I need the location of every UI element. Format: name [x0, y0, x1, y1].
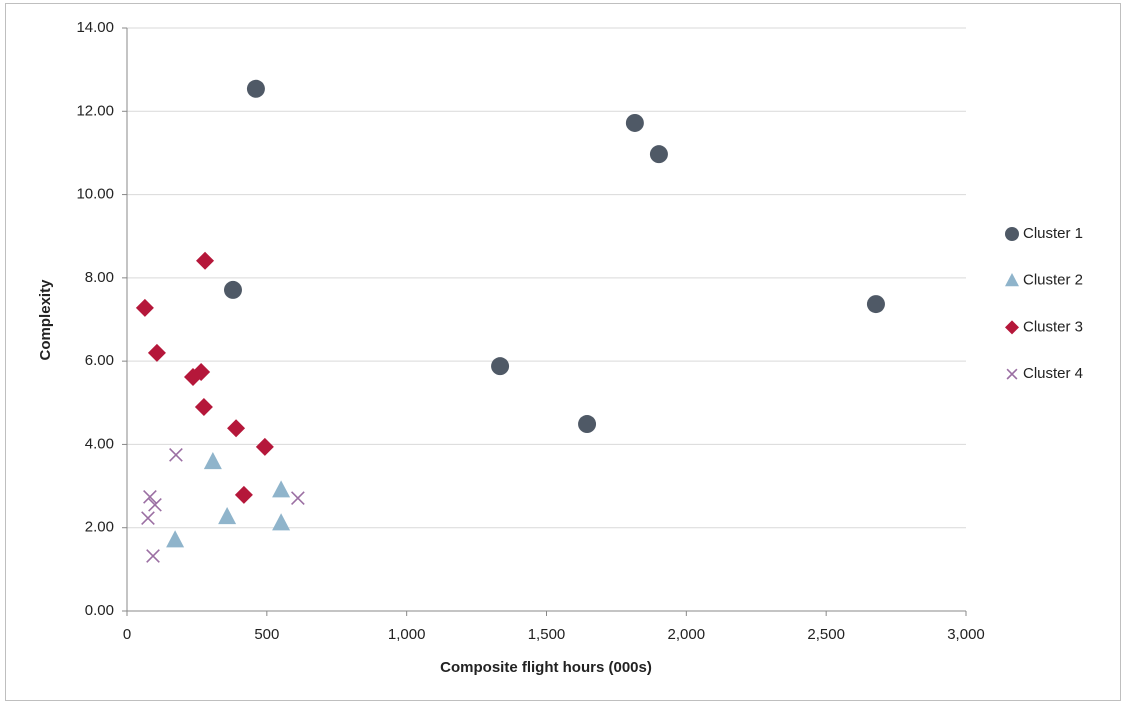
point: [147, 343, 166, 362]
point: [255, 437, 274, 456]
point: [223, 280, 242, 299]
legend-marker: [1005, 320, 1019, 335]
legend-marker: [1005, 227, 1019, 241]
point: [146, 549, 160, 563]
x-tick-label: 1,000: [388, 626, 426, 643]
legend-label: Cluster 1: [1023, 225, 1083, 242]
point: [578, 415, 597, 434]
x-axis-title: Composite flight hours (000s): [440, 659, 652, 676]
point: [649, 145, 668, 164]
y-axis-title: Complexity: [37, 279, 54, 361]
point: [625, 113, 644, 132]
y-tick-label: 14.00: [76, 19, 114, 36]
legend-marker: [1005, 273, 1019, 287]
y-tick-label: 10.00: [76, 186, 114, 203]
point: [234, 485, 253, 504]
point: [272, 513, 291, 531]
chart-border: [5, 3, 1121, 701]
y-tick-label: 6.00: [85, 352, 114, 369]
point: [203, 452, 222, 470]
point: [148, 497, 162, 512]
x-tick-label: 2,500: [807, 626, 845, 643]
x-tick-label: 500: [254, 626, 279, 643]
y-tick-label: 0.00: [85, 602, 114, 619]
point: [491, 357, 510, 376]
point: [227, 419, 246, 438]
legend-marker: [1006, 368, 1018, 380]
point: [194, 397, 213, 416]
x-tick-label: 1,500: [528, 626, 566, 643]
x-tick-label: 0: [123, 626, 131, 643]
point: [272, 480, 291, 498]
point: [866, 295, 885, 314]
point: [141, 511, 155, 526]
point: [192, 362, 211, 381]
legend-label: Cluster 4: [1023, 365, 1083, 382]
point: [166, 530, 185, 548]
point: [291, 491, 305, 506]
point: [246, 79, 265, 98]
point: [196, 251, 215, 270]
point: [218, 506, 237, 525]
legend-label: Cluster 3: [1023, 318, 1083, 335]
x-tick-label: 2,000: [668, 626, 706, 643]
point: [169, 447, 183, 462]
point: [143, 490, 157, 504]
legend-label: Cluster 2: [1023, 272, 1083, 289]
y-tick-label: 4.00: [85, 435, 114, 452]
point: [135, 298, 154, 317]
y-tick-label: 2.00: [85, 519, 114, 536]
y-tick-label: 8.00: [85, 269, 114, 286]
x-tick-label: 3,000: [947, 626, 985, 643]
y-tick-label: 12.00: [76, 102, 114, 119]
